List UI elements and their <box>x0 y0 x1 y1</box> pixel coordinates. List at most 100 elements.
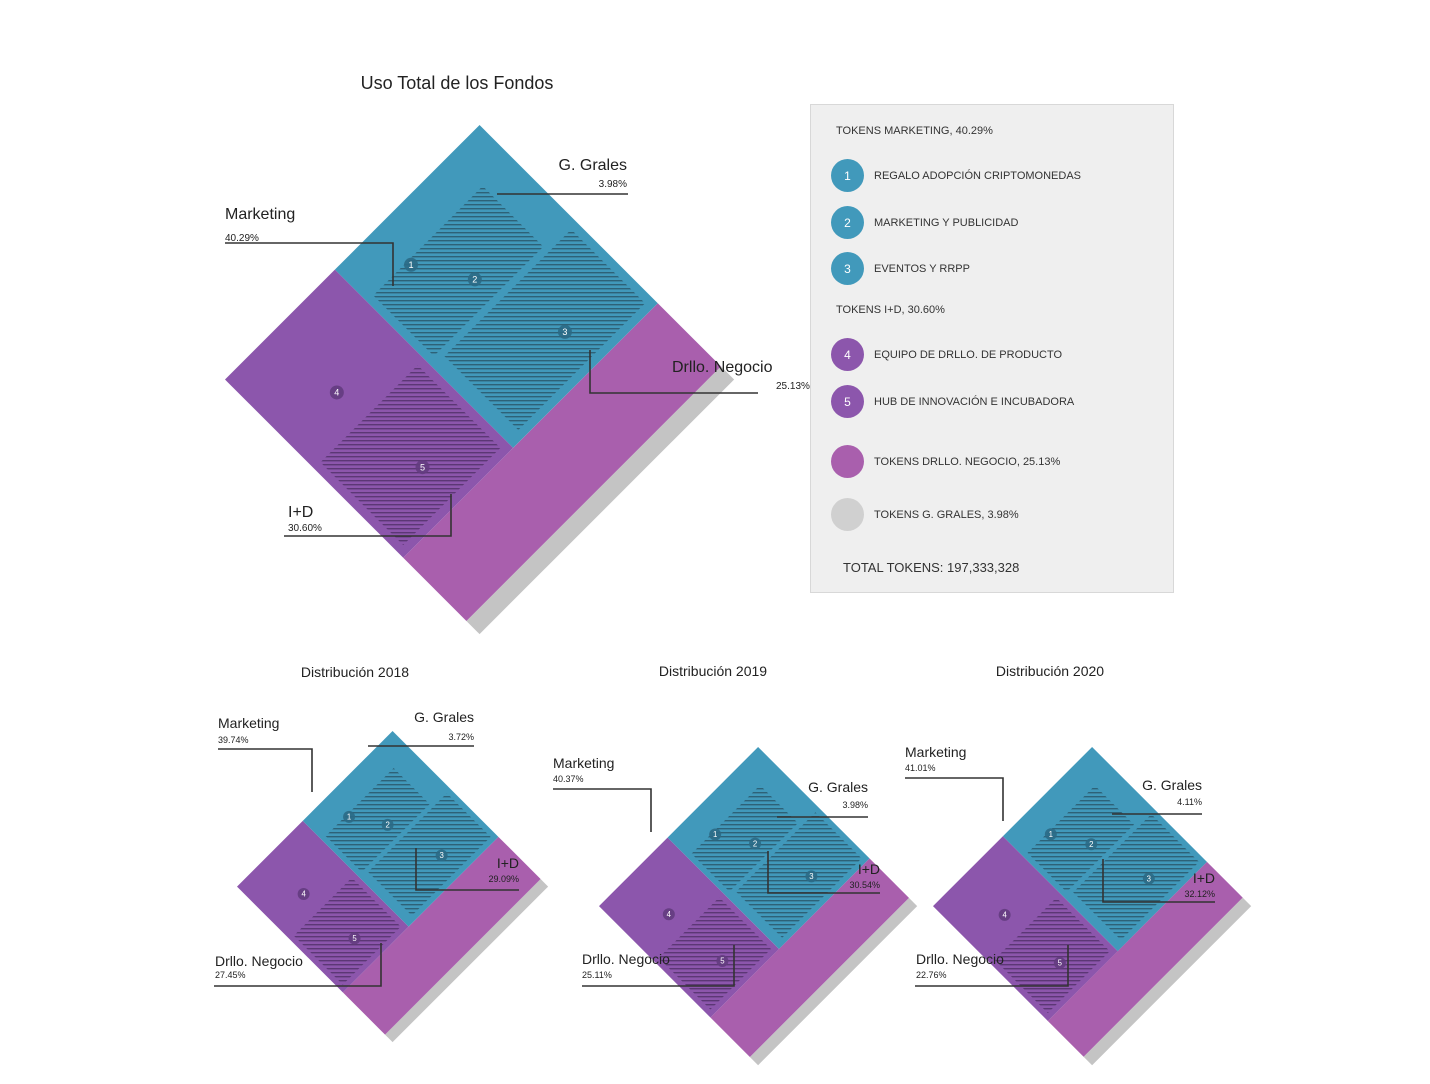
leader-m <box>218 748 313 792</box>
value-n: 22.76% <box>916 970 947 980</box>
chart-title: Distribución 2019 <box>659 663 767 679</box>
legend-badge-1: 1 <box>831 159 864 192</box>
badge-label-5: 5 <box>420 462 425 472</box>
legend-item-5: 5 HUB DE INNOVACIÓN E INCUBADORA <box>831 385 1074 418</box>
label-id: I+D <box>497 855 519 871</box>
badge-label-3: 3 <box>562 327 567 337</box>
badge-label-5: 5 <box>720 957 725 966</box>
legend-label-2: MARKETING Y PUBLICIDAD <box>874 216 1019 229</box>
badge-2 <box>381 818 394 831</box>
badge-3 <box>1142 872 1155 885</box>
chart-title: Uso Total de los Fondos <box>361 73 554 93</box>
subblock-2 <box>691 785 798 892</box>
legend-item-negocio: TOKENS DRLLO. NEGOCIO, 25.13% <box>831 445 1060 478</box>
legend-item-3: 3 EVENTOS Y RRPP <box>831 252 970 285</box>
leader-id <box>284 494 452 537</box>
value-g: 3.98% <box>599 179 627 190</box>
chart-distribucion-2020: 1 2 3 4 5 Distribución 2020 Marketing 41.01% G. … <box>905 663 1252 1066</box>
subblock-5 <box>994 897 1110 1013</box>
label-g: G. Grales <box>559 157 627 174</box>
legend-id-heading: TOKENS I+D, 30.60% <box>836 304 945 316</box>
subblock-2 <box>325 768 430 872</box>
negocio-block <box>403 303 721 621</box>
value-n: 27.45% <box>215 970 246 980</box>
label-m: Marketing <box>905 744 966 760</box>
chart-title: Distribución 2020 <box>996 663 1104 679</box>
value-id: 29.09% <box>488 874 519 884</box>
legend-total: TOTAL TOKENS: 197,333,328 <box>843 560 1020 575</box>
leader-id <box>767 851 880 894</box>
label-m: Marketing <box>225 206 295 223</box>
label-g: G. Grales <box>414 709 474 725</box>
value-m: 40.37% <box>553 774 584 784</box>
badge-4 <box>297 888 310 901</box>
negocio-block <box>342 836 541 1035</box>
badge-label-4: 4 <box>301 890 306 899</box>
legend-item-grales: TOKENS G. GRALES, 3.98% <box>831 498 1019 531</box>
chart-title: Distribución 2018 <box>301 664 409 680</box>
label-n: Drllo. Negocio <box>916 951 1004 967</box>
badge-label-3: 3 <box>1147 874 1151 883</box>
leader-id <box>415 848 519 891</box>
legend-label-negocio: TOKENS DRLLO. NEGOCIO, 25.13% <box>874 455 1061 468</box>
value-m: 39.74% <box>218 735 249 745</box>
subblock-3 <box>736 812 862 938</box>
legend-item-1: 1 REGALO ADOPCIÓN CRIPTOMONEDAS <box>831 159 1081 192</box>
badge-3 <box>435 849 448 862</box>
label-g: G. Grales <box>808 779 868 795</box>
badge-label-4: 4 <box>334 388 339 398</box>
value-m: 41.01% <box>905 763 936 773</box>
grales-block <box>749 897 918 1066</box>
grales-block <box>385 879 549 1043</box>
subblock-3 <box>368 793 491 916</box>
legend-swatch-grales <box>831 498 864 531</box>
legend-item-4: 4 EQUIPO DE DRLLO. DE PRODUCTO <box>831 338 1062 371</box>
negocio-block <box>710 858 909 1057</box>
badge-label-5: 5 <box>352 934 357 943</box>
chart-total-fondos: 1 2 3 4 5 Uso Total de los Fondos Marketing 40.… <box>225 73 810 635</box>
badge-label-1: 1 <box>1049 830 1053 839</box>
chart-distribucion-2019: 1 2 3 4 5 Distribución 2019 Marketing 40.37% G. … <box>553 663 918 1066</box>
leader-n <box>915 945 1069 987</box>
badge-1 <box>1044 828 1057 841</box>
legend-swatch-negocio <box>831 445 864 478</box>
grales-block <box>466 366 735 635</box>
leader-n <box>589 350 758 394</box>
badge-5 <box>415 460 430 475</box>
subblock-5 <box>320 365 501 546</box>
label-m: Marketing <box>553 755 614 771</box>
chart-distribucion-2018: 1 2 3 4 5 Distribución 2018 Marketing 39.74% G. … <box>214 664 549 1043</box>
label-id: I+D <box>858 861 880 877</box>
value-n: 25.13% <box>776 381 810 392</box>
badge-label-5: 5 <box>1058 959 1063 968</box>
label-n: Drllo. Negocio <box>582 951 670 967</box>
leader-m <box>225 242 394 286</box>
badge-1 <box>404 257 419 272</box>
value-id: 32.12% <box>1184 889 1215 899</box>
badge-1 <box>709 828 722 841</box>
label-n: Drllo. Negocio <box>672 359 773 376</box>
subblock-3 <box>444 229 646 430</box>
badge-label-3: 3 <box>439 851 443 860</box>
legend-badge-5: 5 <box>831 385 864 418</box>
badge-5 <box>716 954 729 967</box>
badge-4 <box>998 908 1011 921</box>
badge-label-2: 2 <box>385 821 389 830</box>
badge-label-4: 4 <box>667 910 672 919</box>
legend-label-4: EQUIPO DE DRLLO. DE PRODUCTO <box>874 348 1063 361</box>
leader-id <box>1102 859 1215 903</box>
badge-2 <box>467 272 482 287</box>
badge-3 <box>557 324 572 339</box>
label-n: Drllo. Negocio <box>215 953 303 969</box>
legend-marketing-heading: TOKENS MARKETING, 40.29% <box>836 125 993 137</box>
badge-5 <box>348 932 361 945</box>
value-g: 3.98% <box>842 800 868 810</box>
badge-label-1: 1 <box>347 813 351 822</box>
label-m: Marketing <box>218 715 279 731</box>
badge-label-1: 1 <box>713 830 717 839</box>
label-g: G. Grales <box>1142 777 1202 793</box>
legend-label-grales: TOKENS G. GRALES, 3.98% <box>874 508 1019 521</box>
leader-m <box>553 788 652 832</box>
subblock-2 <box>1027 785 1134 892</box>
badge-5 <box>1053 957 1066 970</box>
